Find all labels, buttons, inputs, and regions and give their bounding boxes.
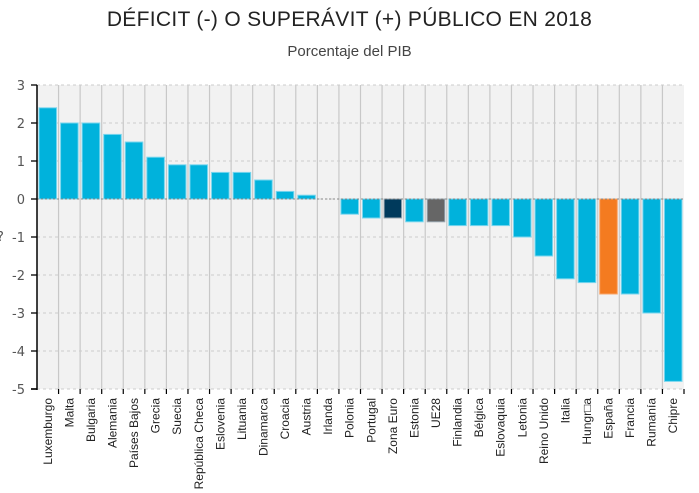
bar-finlandia	[448, 198, 467, 227]
bar-lituania	[232, 171, 252, 200]
x-tick-label: Rumanía	[645, 398, 659, 447]
x-tick-label: Reino Unido	[537, 398, 551, 464]
x-tick-label: Hungr□a	[580, 398, 594, 445]
y-axis-label-partial: ?	[0, 230, 4, 245]
x-tick-label: España	[602, 398, 616, 439]
bar-hungr-a	[577, 198, 597, 284]
bar-alemania	[103, 133, 122, 200]
bar-francia	[620, 198, 640, 295]
x-tick-label: República Checa	[192, 398, 206, 490]
bar-bulgaria	[81, 122, 101, 200]
x-tick-label: Dinamarca	[256, 398, 270, 456]
bar-austria	[297, 194, 316, 200]
x-tick-label: Bélgica	[472, 398, 486, 438]
x-tick-label: Alemania	[105, 398, 119, 448]
x-tick-label: Grecia	[149, 398, 163, 434]
y-tick-label: -3	[12, 307, 25, 322]
x-tick-label: Eslovenia	[213, 398, 227, 450]
bar-estonia	[405, 198, 424, 223]
x-tick-label: Polonia	[343, 398, 357, 438]
chart-subtitle: Porcentaje del PIB	[287, 43, 412, 60]
x-tick-label: Eslovaquia	[494, 398, 508, 457]
x-tick-label: Portugal	[364, 398, 378, 443]
bar-espa-a	[599, 198, 618, 295]
x-tick-label: Austria	[300, 398, 314, 436]
x-tick-label: Luxemburgo	[41, 398, 55, 465]
y-tick-label: 2	[17, 117, 25, 132]
x-tick-label: Países Bajos	[127, 398, 141, 468]
bar-suecia	[167, 164, 187, 200]
y-tick-label: -5	[12, 383, 25, 398]
bar-eslovaquia	[491, 198, 510, 227]
bar-italia	[556, 198, 575, 280]
x-tick-label: Suecia	[170, 398, 184, 435]
x-tick-label: Irlanda	[321, 398, 335, 435]
bar-polonia	[340, 198, 359, 215]
bar-ruman-a	[642, 198, 661, 314]
bar-ue28	[426, 198, 446, 223]
bar-eslovenia	[211, 171, 230, 200]
y-tick-label: 1	[17, 155, 25, 170]
bar-luxemburgo	[38, 107, 58, 200]
x-tick-label: Estonia	[407, 398, 421, 438]
x-tick-label: Chipre	[666, 398, 680, 434]
bar-letonia	[512, 198, 532, 238]
bar-malta	[60, 122, 79, 200]
x-tick-label: Malta	[62, 398, 76, 428]
bar-rep-blica-checa	[189, 164, 209, 200]
y-tick-label: -4	[12, 345, 25, 360]
chart-title: DÉFICIT (-) O SUPERÁVIT (+) PÚBLICO EN 2…	[106, 8, 593, 31]
x-tick-label: Francia	[623, 398, 637, 438]
bar-portugal	[362, 198, 381, 219]
bar-grecia	[146, 156, 165, 200]
x-tick-label: Zona Euro	[386, 398, 400, 454]
x-tick-label: Lituania	[235, 398, 249, 440]
y-tick-label: 3	[17, 79, 25, 94]
y-tick-label: -1	[12, 231, 25, 246]
bar-zona-euro	[383, 198, 403, 219]
x-tick-label: UE28	[429, 398, 443, 428]
x-tick-label: Finlandia	[451, 398, 465, 447]
bar-reino-unido	[534, 198, 554, 257]
bar-chipre	[663, 198, 683, 382]
bar-croacia	[275, 190, 295, 200]
bar-dinamarca	[254, 179, 273, 200]
x-tick-label: Bulgaria	[84, 398, 98, 442]
bar-b-lgica	[469, 198, 489, 227]
y-tick-label: -2	[12, 269, 25, 284]
x-tick-label: Croacia	[278, 398, 292, 440]
x-tick-label: Letonia	[515, 398, 529, 438]
x-tick-label: Italia	[558, 398, 572, 424]
y-tick-label: 0	[17, 193, 25, 208]
bar-pa-ses-bajos	[124, 141, 144, 200]
